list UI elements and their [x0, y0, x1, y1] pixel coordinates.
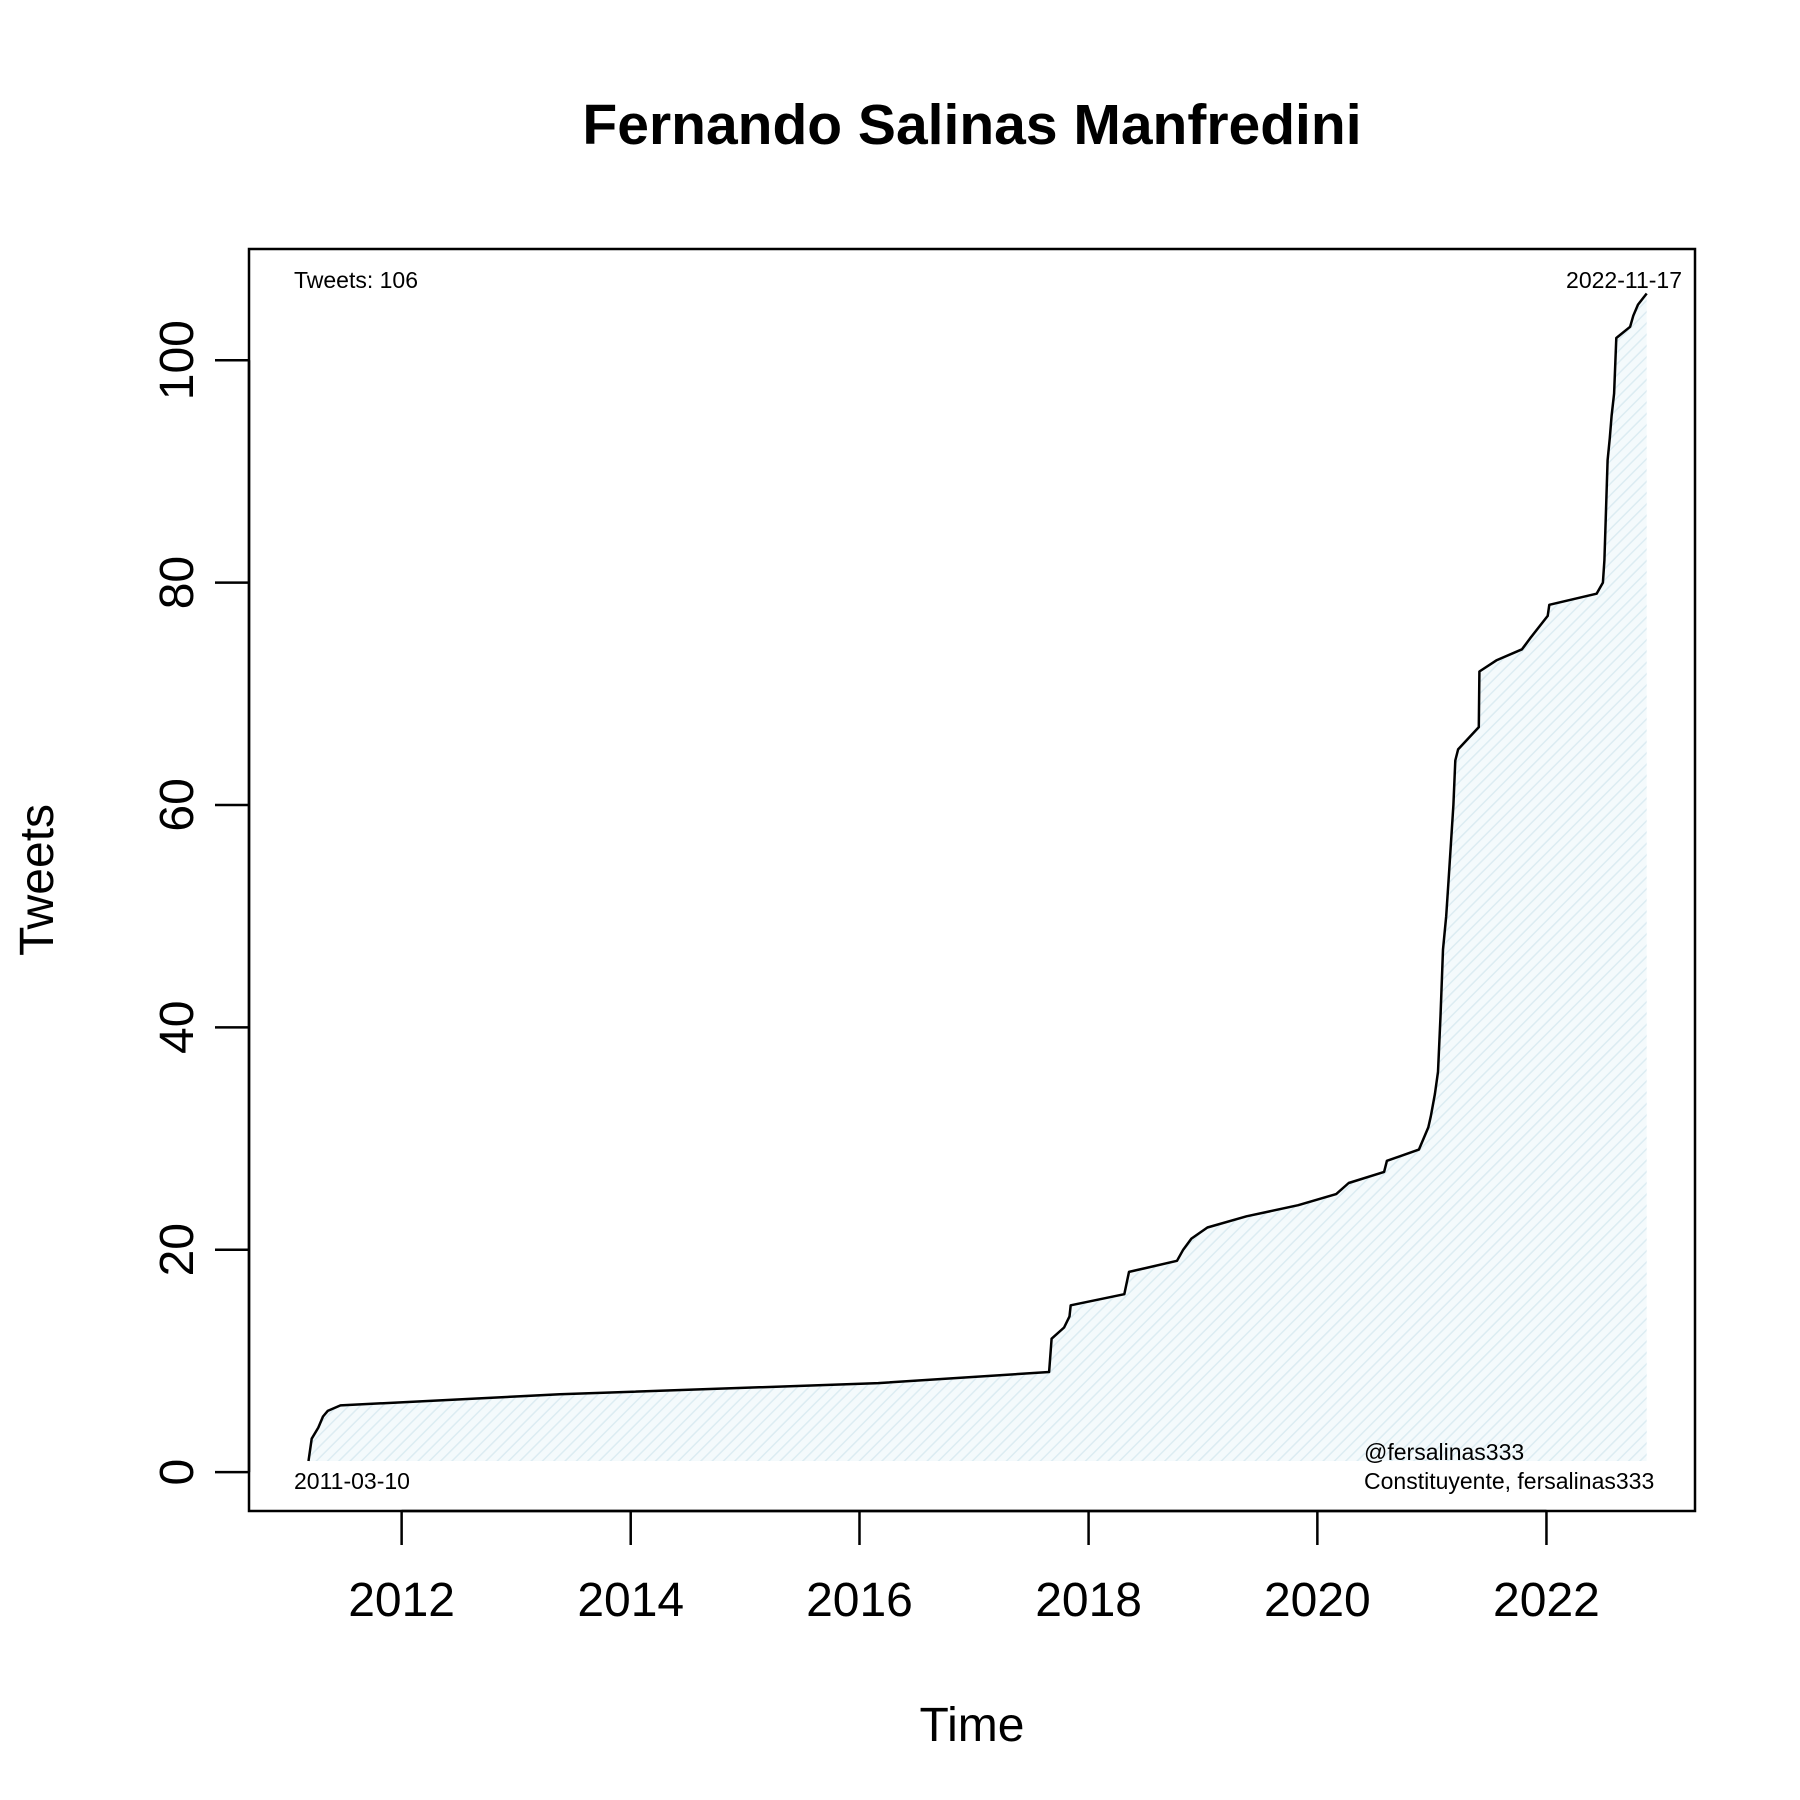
x-tick-label: 2012 [348, 1574, 455, 1627]
y-tick-label: 0 [151, 1459, 204, 1486]
series-line [307, 292, 1648, 1462]
x-axis: 2012 2014 2016 2018 2020 2022 [348, 1509, 1600, 1627]
x-tick-label: 2016 [806, 1574, 913, 1627]
y-axis: 0 20 40 60 80 100 [151, 320, 251, 1486]
x-tick-label: 2020 [1264, 1574, 1371, 1627]
y-tick-label: 100 [151, 320, 204, 400]
tweet-count-annotation: Tweets: 106 [294, 267, 418, 293]
y-tick-label: 20 [151, 1223, 204, 1276]
x-tick-label: 2018 [1035, 1574, 1142, 1627]
y-tick-label: 60 [151, 778, 204, 831]
end-date-annotation: 2022-11-17 [1566, 267, 1682, 293]
start-date-annotation: 2011-03-10 [294, 1468, 410, 1494]
area-fill [308, 293, 1647, 1461]
x-tick-label: 2022 [1493, 1574, 1600, 1627]
chart-title: Fernando Salinas Manfredini [582, 93, 1361, 157]
x-tick-label: 2014 [577, 1574, 684, 1627]
y-tick-label: 80 [151, 556, 204, 609]
handle-annotation: @fersalinas333 [1364, 1439, 1524, 1465]
plot-area [307, 292, 1648, 1462]
y-tick-label: 40 [151, 1001, 204, 1054]
description-annotation: Constituyente, fersalinas333 [1364, 1468, 1654, 1494]
y-axis-label: Tweets [11, 804, 64, 956]
x-axis-label: Time [920, 1699, 1025, 1752]
